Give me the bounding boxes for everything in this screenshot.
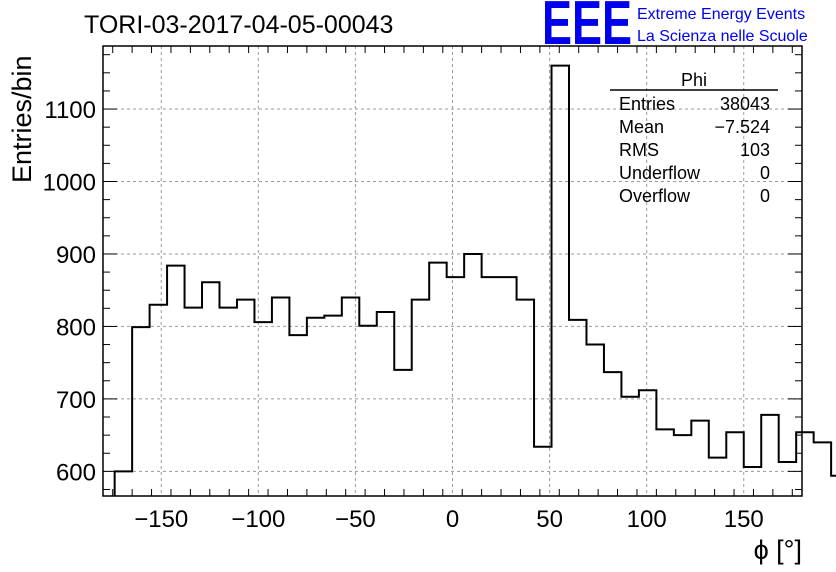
y-axis-label: Entries/bin <box>7 55 37 183</box>
x-tick-label: −150 <box>134 506 188 533</box>
logo-mark: EEE <box>542 0 632 58</box>
stats-box: Phi Entries 38043 Mean −7.524 RMS 103 Underflo… <box>610 70 778 206</box>
stats-row-label: Entries <box>619 94 675 114</box>
plot-frame <box>102 45 803 497</box>
y-tick-label: 900 <box>56 242 96 269</box>
y-tick-labels: 600 700 800 900 1000 1100 <box>43 97 96 486</box>
stats-row-value: 103 <box>740 140 770 160</box>
logo-line-1: Extreme Energy Events <box>637 6 805 23</box>
axis-ticks <box>103 46 802 496</box>
eee-logo: EEE Extreme Energy Events La Scienza nel… <box>542 0 808 58</box>
y-tick-label: 1100 <box>44 97 96 124</box>
x-tick-label: −100 <box>231 506 285 533</box>
chart-title: TORI-03-2017-04-05-00043 <box>84 11 393 39</box>
y-tick-label: 800 <box>56 314 96 341</box>
stats-row-label: Underflow <box>619 163 701 183</box>
x-tick-label: 0 <box>446 506 459 533</box>
y-tick-label: 700 <box>56 387 96 414</box>
x-tick-label: 100 <box>627 506 667 533</box>
stats-row-label: Overflow <box>619 186 691 206</box>
x-axis-label: ϕ [°] <box>754 535 802 565</box>
stats-box-title: Phi <box>681 70 707 90</box>
x-tick-label: 150 <box>724 506 764 533</box>
x-tick-label: −50 <box>335 506 376 533</box>
grid-lines <box>103 46 802 496</box>
x-tick-label: 50 <box>536 506 563 533</box>
histogram-line <box>113 64 836 496</box>
x-tick-labels: −150 −100 −50 0 50 100 150 <box>134 506 764 533</box>
stats-row-value: 0 <box>760 163 770 183</box>
y-tick-label: 600 <box>56 459 96 486</box>
stats-row-value: 0 <box>760 186 770 206</box>
stats-row-value: −7.524 <box>714 117 770 137</box>
y-tick-label: 1000 <box>43 170 96 197</box>
logo-line-2: La Scienza nelle Scuole <box>637 28 808 45</box>
stats-row-label: Mean <box>619 117 664 137</box>
stats-row-value: 38043 <box>720 94 770 114</box>
stats-rows: Entries 38043 Mean −7.524 RMS 103 Underflow 0 Ov… <box>619 94 770 206</box>
stats-row-label: RMS <box>619 140 659 160</box>
